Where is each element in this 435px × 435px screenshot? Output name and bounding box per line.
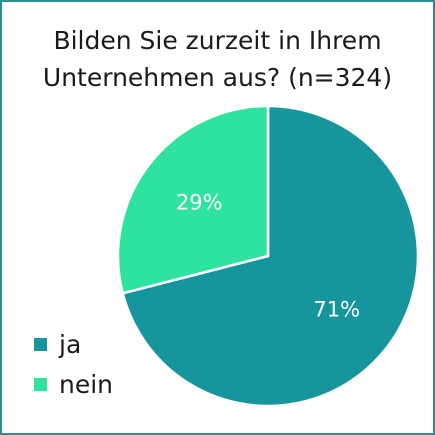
- chart-title-line-1: Bilden Sie zurzeit in Ihrem: [53, 26, 382, 55]
- legend-item-nein: nein: [34, 370, 113, 399]
- pie-slice-ja: [121, 104, 420, 408]
- chart-title: Bilden Sie zurzeit in Ihrem Unternehmen …: [0, 22, 435, 96]
- pie-label-nein: 29%: [176, 191, 223, 215]
- legend-label-ja: ja: [59, 330, 82, 359]
- pie-slice-nein: [116, 104, 270, 295]
- legend-swatch-ja: [34, 338, 47, 351]
- pie-label-ja: 71%: [313, 297, 360, 321]
- chart-title-line-2: Unternehmen aus? (n=324): [42, 63, 393, 92]
- legend-item-ja: ja: [34, 330, 81, 359]
- legend-swatch-nein: [34, 378, 47, 391]
- legend-label-nein: nein: [59, 370, 114, 399]
